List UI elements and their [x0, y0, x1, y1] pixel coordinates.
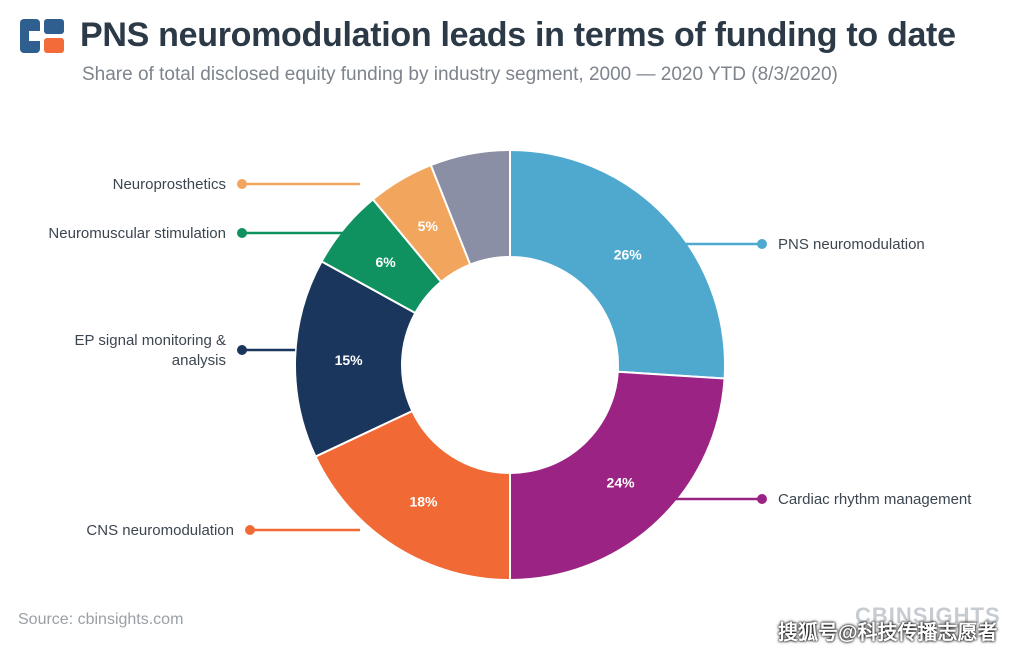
slice-cns-neuromodulation — [314, 409, 511, 582]
slice-cardiac-rhythm-management — [509, 370, 726, 582]
legend-label-pns-neuromodulation: PNS neuromodulation — [778, 236, 925, 253]
leader-dot-pns-neuromodulation — [757, 239, 767, 249]
slice-other — [429, 148, 511, 266]
overlay-watermark: 搜狐号@科技传播志愿者 — [778, 622, 998, 644]
slice-value-label-neuromuscular-stimulation: 6% — [375, 254, 396, 270]
slice-value-label-cns-neuromodulation: 18% — [409, 493, 438, 509]
legend-label-neuromuscular-stimulation: Neuromuscular stimulation — [48, 225, 226, 242]
leader-dot-ep-signal-monitoring-and-analysis — [237, 345, 247, 355]
slice-pns-neuromodulation — [509, 148, 726, 380]
legend-label-ep-signal-monitoring-and-analysis: EP signal monitoring & — [75, 332, 226, 349]
slice-value-label-pns-neuromodulation: 26% — [614, 246, 643, 262]
chart-title: PNS neuromodulation leads in terms of fu… — [80, 16, 956, 54]
slice-ep-signal-monitoring-and-analysis — [294, 260, 417, 458]
leader-dot-neuromuscular-stimulation — [237, 228, 247, 238]
legend-label-cardiac-rhythm-management: Cardiac rhythm management — [778, 491, 972, 508]
slice-value-label-ep-signal-monitoring-and-analysis: 15% — [335, 352, 364, 368]
leader-dot-cns-neuromodulation — [245, 525, 255, 535]
source-note: Source: cbinsights.com — [18, 611, 184, 628]
legend-label-neuroprosthetics: Neuroprosthetics — [113, 176, 226, 193]
legend-label-cns-neuromodulation: CNS neuromodulation — [86, 522, 234, 539]
brand-watermark: CBINSIGHTS — [855, 603, 1001, 628]
slice-value-label-cardiac-rhythm-management: 24% — [607, 475, 636, 491]
cb-insights-logo-icon — [20, 19, 64, 53]
leader-dot-neuroprosthetics — [237, 179, 247, 189]
leader-dot-cardiac-rhythm-management — [757, 494, 767, 504]
chart-subtitle: Share of total disclosed equity funding … — [82, 64, 838, 85]
slice-value-label-neuroprosthetics: 5% — [418, 218, 439, 234]
legend-label-ep-signal-monitoring-and-analysis: analysis — [172, 352, 226, 369]
